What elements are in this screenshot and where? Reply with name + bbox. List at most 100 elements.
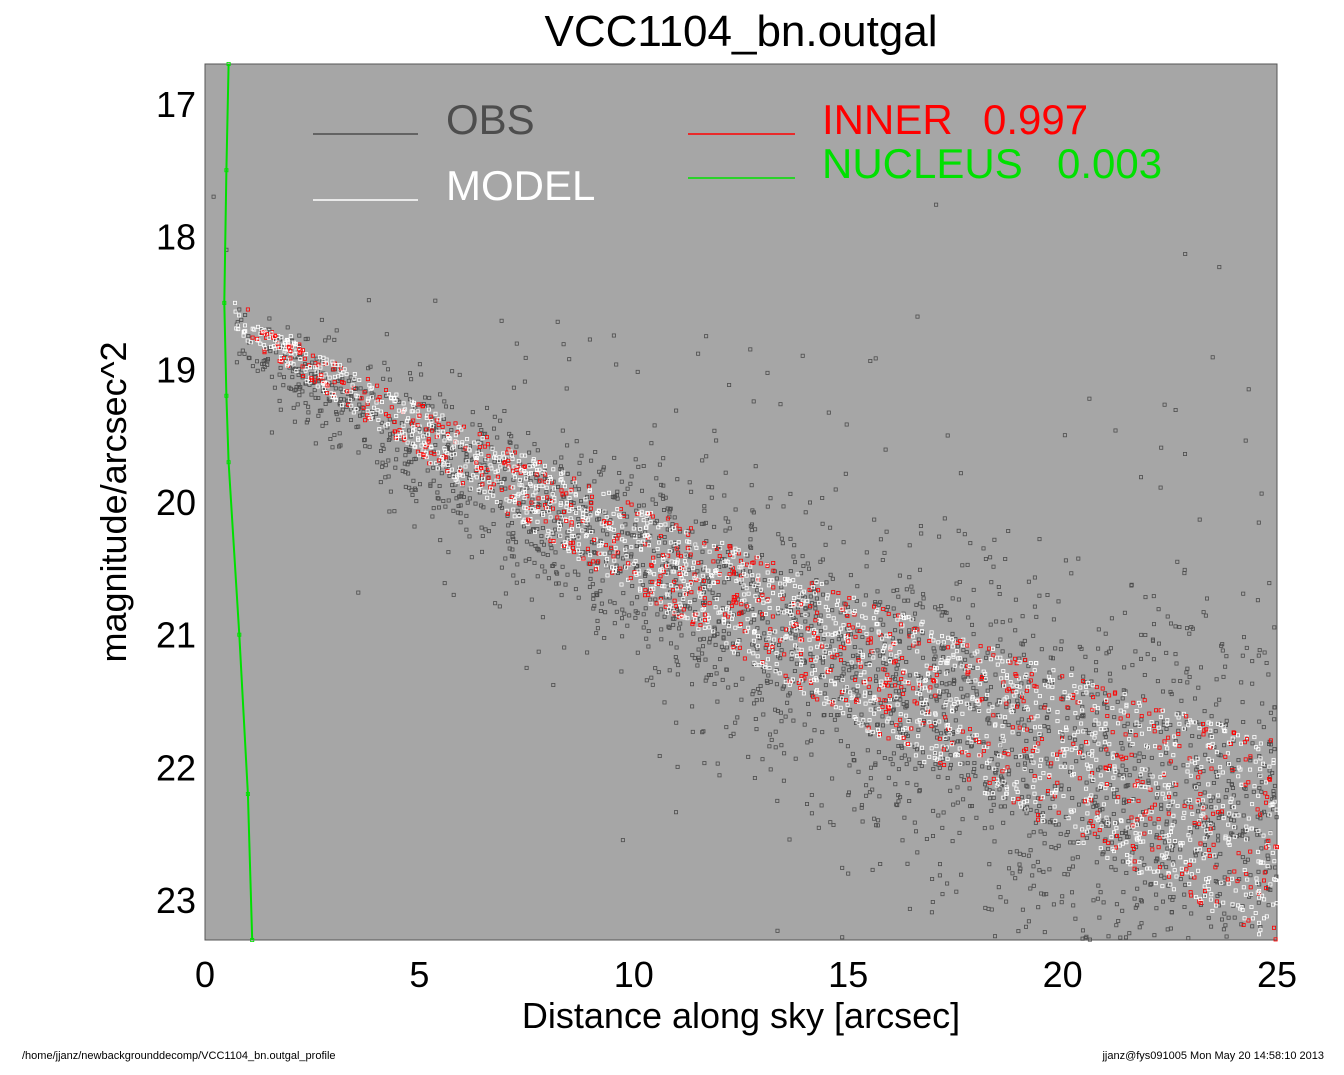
- obs-point: [460, 443, 465, 448]
- model-point: [1029, 672, 1034, 677]
- obs-point: [567, 357, 572, 362]
- model-point: [1264, 800, 1269, 805]
- obs-point: [689, 489, 694, 494]
- obs-point: [894, 666, 899, 671]
- model-point: [1115, 799, 1120, 804]
- obs-point: [705, 575, 710, 580]
- model-point: [886, 736, 891, 741]
- obs-point: [868, 690, 873, 695]
- obs-point: [929, 694, 934, 699]
- model-point: [810, 585, 815, 590]
- model-point: [1192, 720, 1197, 725]
- inner-point: [355, 394, 360, 399]
- model-point: [906, 681, 911, 686]
- obs-point: [803, 606, 808, 611]
- obs-point: [1053, 646, 1058, 651]
- legend: OBS MODEL INNER 0.997 NUCLEUS 0.003: [313, 96, 1162, 209]
- obs-point: [413, 406, 418, 411]
- model-point: [894, 723, 899, 728]
- obs-point: [1026, 853, 1031, 858]
- obs-point: [240, 348, 245, 353]
- obs-point: [553, 527, 558, 532]
- model-point: [693, 612, 698, 617]
- obs-point: [292, 419, 297, 424]
- model-point: [1248, 885, 1253, 890]
- model-point: [768, 627, 773, 632]
- obs-point: [722, 564, 727, 569]
- model-point: [403, 407, 408, 412]
- model-point: [636, 568, 641, 573]
- inner-point: [581, 511, 586, 516]
- obs-point: [693, 519, 698, 524]
- obs-point: [340, 389, 345, 394]
- inner-point: [332, 380, 337, 385]
- model-point: [458, 465, 463, 470]
- obs-point: [1257, 719, 1262, 724]
- obs-point: [368, 364, 373, 369]
- model-point: [511, 507, 516, 512]
- model-point: [1244, 837, 1249, 842]
- obs-point: [1173, 624, 1178, 629]
- inner-point: [1010, 683, 1015, 688]
- inner-point: [379, 399, 384, 404]
- model-point: [478, 466, 483, 471]
- model-point: [722, 620, 727, 625]
- model-point: [1256, 849, 1261, 854]
- obs-point: [1129, 582, 1134, 587]
- model-point: [1249, 826, 1254, 831]
- obs-point: [438, 538, 443, 543]
- obs-point: [654, 476, 659, 481]
- obs-point: [464, 455, 469, 460]
- obs-point: [1199, 665, 1204, 670]
- obs-point: [937, 694, 942, 699]
- obs-point: [1231, 793, 1236, 798]
- inner-point: [234, 326, 239, 331]
- model-point: [818, 690, 823, 695]
- obs-point: [802, 722, 807, 727]
- obs-point: [1006, 723, 1011, 728]
- obs-point: [899, 755, 904, 760]
- obs-point: [691, 631, 696, 636]
- obs-point: [1183, 251, 1188, 256]
- obs-point: [1010, 871, 1015, 876]
- obs-point: [560, 428, 565, 433]
- model-point: [529, 507, 534, 512]
- inner-point: [960, 729, 965, 734]
- obs-point: [930, 877, 935, 882]
- inner-point: [461, 424, 466, 429]
- inner-point: [1182, 803, 1187, 808]
- model-point: [1073, 824, 1078, 829]
- obs-point: [942, 516, 947, 521]
- model-point: [1242, 740, 1247, 745]
- model-point: [871, 616, 876, 621]
- model-point: [1262, 897, 1267, 902]
- obs-point: [1123, 784, 1128, 789]
- inner-point: [1100, 686, 1105, 691]
- inner-point: [848, 690, 853, 695]
- obs-point: [678, 621, 683, 626]
- inner-point: [1033, 744, 1038, 749]
- obs-point: [1171, 678, 1176, 683]
- obs-point: [621, 511, 626, 516]
- model-point: [882, 698, 887, 703]
- model-point: [760, 612, 765, 617]
- obs-point: [610, 494, 615, 499]
- obs-data-point: [353, 387, 358, 392]
- model-point: [807, 587, 812, 592]
- obs-data-point: [1232, 818, 1237, 823]
- obs-point: [728, 734, 733, 739]
- model-point: [1197, 847, 1202, 852]
- model-point: [1015, 683, 1020, 688]
- obs-point: [774, 576, 779, 581]
- obs-point: [954, 889, 959, 894]
- inner-point: [1006, 686, 1011, 691]
- obs-point: [726, 519, 731, 524]
- obs-point: [813, 602, 818, 607]
- inner-point: [572, 476, 577, 481]
- model-point: [1208, 826, 1213, 831]
- obs-point: [1068, 840, 1073, 845]
- inner-point: [940, 744, 945, 749]
- obs-point: [1044, 892, 1049, 897]
- obs-point: [687, 606, 692, 611]
- model-point: [736, 639, 741, 644]
